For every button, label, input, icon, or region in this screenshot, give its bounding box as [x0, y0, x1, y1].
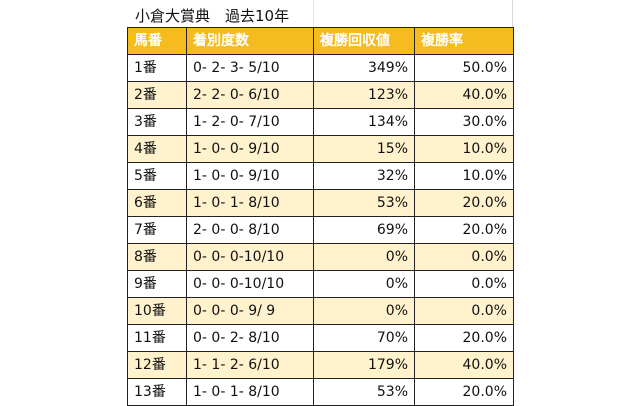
results-table: 馬番 着別度数 複勝回収値 複勝率 1番 0- 2- 3- 5/10 349% 50.…	[127, 27, 514, 406]
place-recovery-cell: 70%	[313, 324, 415, 352]
place-rate-cell: 0.0%	[414, 297, 514, 325]
horse-number-cell: 10番	[127, 297, 187, 325]
place-rate-cell: 30.0%	[414, 108, 514, 136]
finish-record-cell: 2- 0- 0- 8/10	[186, 216, 314, 244]
place-recovery-cell: 53%	[313, 378, 415, 406]
place-recovery-cell: 349%	[313, 54, 415, 82]
table-row: 1番 0- 2- 3- 5/10 349% 50.0%	[127, 54, 514, 82]
place-rate-cell: 20.0%	[414, 324, 514, 352]
place-recovery-cell: 123%	[313, 81, 415, 109]
horse-number-cell: 13番	[127, 378, 187, 406]
table-row: 3番 1- 2- 0- 7/10 134% 30.0%	[127, 108, 514, 136]
place-rate-cell: 20.0%	[414, 189, 514, 217]
horse-number-cell: 8番	[127, 243, 187, 271]
horse-number-cell: 12番	[127, 351, 187, 379]
place-recovery-cell: 15%	[313, 135, 415, 163]
place-recovery-cell: 134%	[313, 108, 415, 136]
horse-number-cell: 7番	[127, 216, 187, 244]
place-rate-cell: 20.0%	[414, 216, 514, 244]
horse-number-cell: 5番	[127, 162, 187, 190]
header-place-rate: 複勝率	[414, 27, 514, 55]
table-row: 6番 1- 0- 1- 8/10 53% 20.0%	[127, 189, 514, 217]
place-rate-cell: 40.0%	[414, 81, 514, 109]
place-recovery-cell: 32%	[313, 162, 415, 190]
table-body: 1番 0- 2- 3- 5/10 349% 50.0% 2番 2- 2- 0- 6/10 1…	[127, 54, 514, 406]
header-horse-number: 馬番	[127, 27, 187, 55]
spreadsheet: 小倉大賞典 過去10年 馬番 着別度数 複勝回収値 複勝率 1番 0- 2- 3-…	[127, 0, 514, 406]
place-rate-cell: 50.0%	[414, 54, 514, 82]
table-row: 8番 0- 0- 0-10/10 0% 0.0%	[127, 243, 514, 271]
sheet-title: 小倉大賞典 過去10年	[135, 7, 290, 25]
finish-record-cell: 1- 0- 1- 8/10	[186, 189, 314, 217]
header-place-recovery: 複勝回収値	[313, 27, 415, 55]
header-row: 馬番 着別度数 複勝回収値 複勝率	[127, 27, 514, 55]
place-rate-cell: 10.0%	[414, 135, 514, 163]
finish-record-cell: 1- 2- 0- 7/10	[186, 108, 314, 136]
horse-number-cell: 3番	[127, 108, 187, 136]
finish-record-cell: 2- 2- 0- 6/10	[186, 81, 314, 109]
horse-number-cell: 1番	[127, 54, 187, 82]
place-recovery-cell: 179%	[313, 351, 415, 379]
finish-record-cell: 0- 0- 0- 9/ 9	[186, 297, 314, 325]
place-rate-cell: 20.0%	[414, 378, 514, 406]
table-row: 2番 2- 2- 0- 6/10 123% 40.0%	[127, 81, 514, 109]
cell-gridline	[313, 0, 314, 27]
horse-number-cell: 11番	[127, 324, 187, 352]
finish-record-cell: 0- 0- 0-10/10	[186, 270, 314, 298]
place-rate-cell: 0.0%	[414, 270, 514, 298]
finish-record-cell: 1- 0- 0- 9/10	[186, 135, 314, 163]
horse-number-cell: 9番	[127, 270, 187, 298]
place-recovery-cell: 0%	[313, 243, 415, 271]
place-rate-cell: 0.0%	[414, 243, 514, 271]
finish-record-cell: 0- 0- 2- 8/10	[186, 324, 314, 352]
place-rate-cell: 40.0%	[414, 351, 514, 379]
horse-number-cell: 2番	[127, 81, 187, 109]
horse-number-cell: 4番	[127, 135, 187, 163]
cell-gridline	[512, 0, 513, 27]
table-row: 5番 1- 0- 0- 9/10 32% 10.0%	[127, 162, 514, 190]
place-recovery-cell: 69%	[313, 216, 415, 244]
table-row: 13番 1- 0- 1- 8/10 53% 20.0%	[127, 378, 514, 406]
place-rate-cell: 10.0%	[414, 162, 514, 190]
place-recovery-cell: 53%	[313, 189, 415, 217]
finish-record-cell: 1- 0- 1- 8/10	[186, 378, 314, 406]
table-row: 10番 0- 0- 0- 9/ 9 0% 0.0%	[127, 297, 514, 325]
horse-number-cell: 6番	[127, 189, 187, 217]
table-row: 11番 0- 0- 2- 8/10 70% 20.0%	[127, 324, 514, 352]
table-row: 4番 1- 0- 0- 9/10 15% 10.0%	[127, 135, 514, 163]
finish-record-cell: 0- 2- 3- 5/10	[186, 54, 314, 82]
table-row: 12番 1- 1- 2- 6/10 179% 40.0%	[127, 351, 514, 379]
table-row: 9番 0- 0- 0-10/10 0% 0.0%	[127, 270, 514, 298]
finish-record-cell: 1- 1- 2- 6/10	[186, 351, 314, 379]
finish-record-cell: 1- 0- 0- 9/10	[186, 162, 314, 190]
header-finish-record: 着別度数	[186, 27, 314, 55]
place-recovery-cell: 0%	[313, 297, 415, 325]
table-row: 7番 2- 0- 0- 8/10 69% 20.0%	[127, 216, 514, 244]
place-recovery-cell: 0%	[313, 270, 415, 298]
finish-record-cell: 0- 0- 0-10/10	[186, 243, 314, 271]
